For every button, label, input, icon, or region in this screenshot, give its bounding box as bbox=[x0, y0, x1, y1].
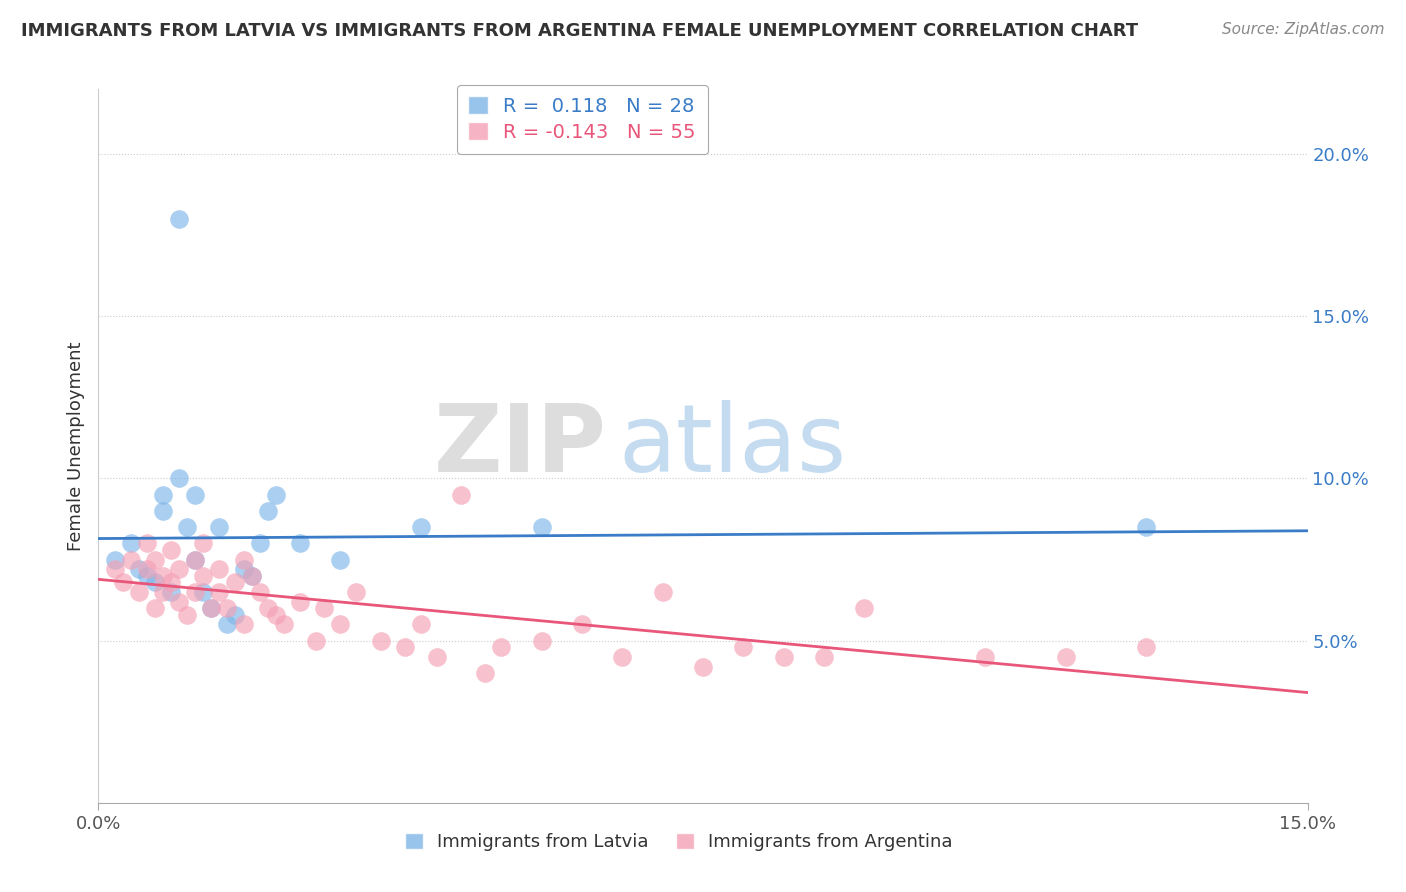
Point bbox=[120, 552, 142, 566]
Point bbox=[135, 568, 157, 582]
Point bbox=[409, 520, 432, 534]
Text: atlas: atlas bbox=[619, 400, 846, 492]
Point bbox=[240, 568, 263, 582]
Point bbox=[1054, 649, 1077, 664]
Point bbox=[176, 607, 198, 622]
Text: ZIP: ZIP bbox=[433, 400, 606, 492]
Point bbox=[249, 536, 271, 550]
Point bbox=[232, 617, 254, 632]
Point bbox=[103, 562, 125, 576]
Point bbox=[232, 562, 254, 576]
Point bbox=[143, 575, 166, 590]
Point bbox=[176, 520, 198, 534]
Point bbox=[143, 552, 166, 566]
Point bbox=[264, 607, 287, 622]
Point bbox=[208, 520, 231, 534]
Point bbox=[853, 601, 876, 615]
Point bbox=[256, 504, 278, 518]
Point bbox=[426, 649, 449, 664]
Point bbox=[128, 585, 150, 599]
Point bbox=[813, 649, 835, 664]
Point bbox=[530, 633, 553, 648]
Point bbox=[193, 536, 215, 550]
Point bbox=[208, 585, 231, 599]
Point bbox=[692, 659, 714, 673]
Point bbox=[409, 617, 432, 632]
Point bbox=[394, 640, 416, 654]
Point bbox=[329, 617, 352, 632]
Point bbox=[193, 568, 215, 582]
Point bbox=[314, 601, 336, 615]
Point bbox=[217, 617, 239, 632]
Text: Source: ZipAtlas.com: Source: ZipAtlas.com bbox=[1222, 22, 1385, 37]
Point bbox=[612, 649, 634, 664]
Point bbox=[167, 562, 190, 576]
Point bbox=[491, 640, 513, 654]
Point bbox=[135, 536, 157, 550]
Point bbox=[167, 211, 190, 226]
Point bbox=[152, 504, 174, 518]
Point bbox=[772, 649, 794, 664]
Point bbox=[200, 601, 222, 615]
Legend: Immigrants from Latvia, Immigrants from Argentina: Immigrants from Latvia, Immigrants from … bbox=[398, 825, 960, 858]
Text: IMMIGRANTS FROM LATVIA VS IMMIGRANTS FROM ARGENTINA FEMALE UNEMPLOYMENT CORRELAT: IMMIGRANTS FROM LATVIA VS IMMIGRANTS FRO… bbox=[21, 22, 1139, 40]
Point bbox=[571, 617, 593, 632]
Point bbox=[1135, 520, 1157, 534]
Point bbox=[651, 585, 673, 599]
Point bbox=[184, 552, 207, 566]
Point bbox=[450, 488, 472, 502]
Point bbox=[208, 562, 231, 576]
Point bbox=[103, 552, 125, 566]
Point bbox=[200, 601, 222, 615]
Point bbox=[530, 520, 553, 534]
Point bbox=[152, 488, 174, 502]
Point bbox=[152, 568, 174, 582]
Point bbox=[120, 536, 142, 550]
Point bbox=[184, 552, 207, 566]
Point bbox=[974, 649, 997, 664]
Point bbox=[128, 562, 150, 576]
Point bbox=[217, 601, 239, 615]
Point bbox=[152, 585, 174, 599]
Point bbox=[193, 585, 215, 599]
Point bbox=[160, 585, 183, 599]
Point bbox=[474, 666, 496, 681]
Point bbox=[288, 595, 311, 609]
Point bbox=[288, 536, 311, 550]
Point bbox=[329, 552, 352, 566]
Point bbox=[249, 585, 271, 599]
Point bbox=[224, 575, 246, 590]
Point bbox=[256, 601, 278, 615]
Point bbox=[224, 607, 246, 622]
Point bbox=[184, 488, 207, 502]
Point bbox=[370, 633, 392, 648]
Point bbox=[240, 568, 263, 582]
Point bbox=[344, 585, 367, 599]
Point bbox=[135, 562, 157, 576]
Point bbox=[167, 471, 190, 485]
Point bbox=[733, 640, 755, 654]
Point bbox=[184, 585, 207, 599]
Point bbox=[111, 575, 134, 590]
Y-axis label: Female Unemployment: Female Unemployment bbox=[66, 342, 84, 550]
Point bbox=[305, 633, 328, 648]
Point bbox=[143, 601, 166, 615]
Point bbox=[232, 552, 254, 566]
Point bbox=[160, 575, 183, 590]
Point bbox=[1135, 640, 1157, 654]
Point bbox=[160, 542, 183, 557]
Point bbox=[273, 617, 295, 632]
Point bbox=[264, 488, 287, 502]
Point bbox=[167, 595, 190, 609]
